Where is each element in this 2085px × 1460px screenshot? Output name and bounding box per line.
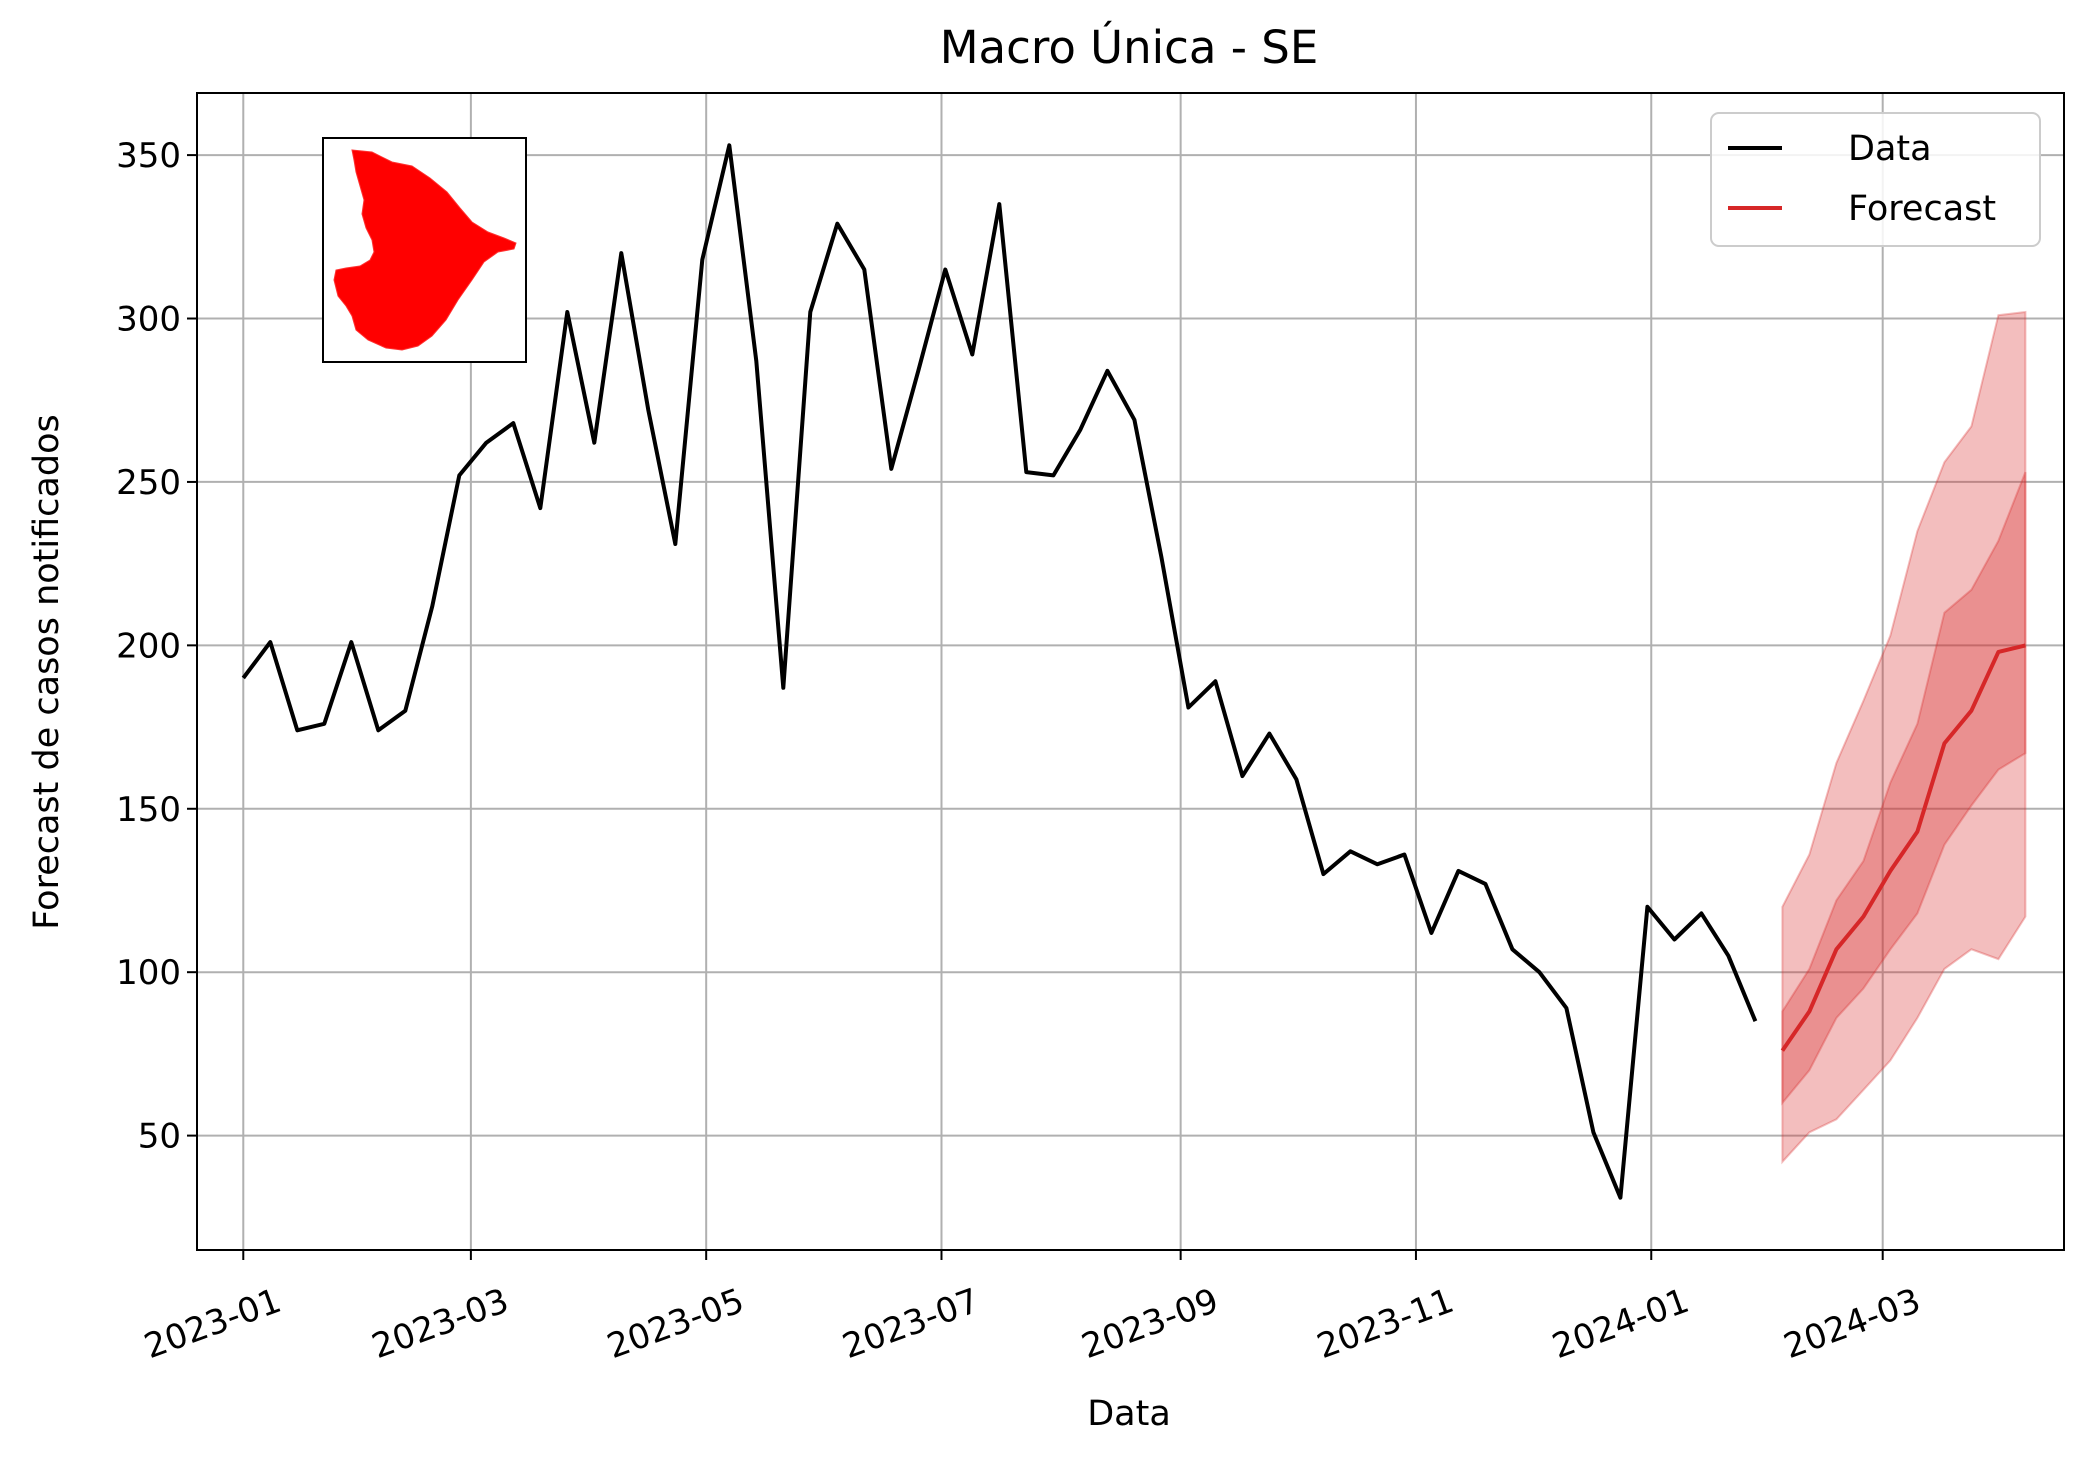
chart-title: Macro Única - SE	[940, 21, 1319, 74]
y-axis-label: Forecast de casos notificados	[27, 414, 67, 929]
data-series-line	[241, 143, 1758, 1200]
legend-box	[1710, 112, 2041, 247]
forecast-inner-band	[1781, 471, 2027, 1106]
forecast-outer-band	[1781, 310, 2027, 1165]
plot-frame	[196, 92, 2065, 1251]
forecast-bands	[1781, 310, 2027, 1165]
y-axis: 50 100 150 200 250 300 350	[116, 136, 197, 1157]
series-lines	[241, 143, 2026, 1200]
y-tick-label: 150	[116, 790, 181, 830]
y-tick-label: 350	[116, 136, 181, 176]
legend-data-label: Data	[1848, 129, 1932, 169]
inset-map	[322, 137, 527, 363]
x-axis-label: Data	[1087, 1394, 1171, 1434]
y-tick-label: 250	[116, 463, 181, 503]
y-tick-label: 300	[116, 300, 181, 340]
legend-forecast-label: Forecast	[1848, 189, 1996, 229]
y-tick-label: 100	[116, 953, 181, 993]
y-tick-label: 200	[116, 626, 181, 666]
region-map-shape	[333, 149, 517, 351]
forecast-series-line	[1780, 643, 2026, 1052]
y-tick-label: 50	[138, 1117, 181, 1157]
legend: Data Forecast	[1710, 112, 2041, 247]
